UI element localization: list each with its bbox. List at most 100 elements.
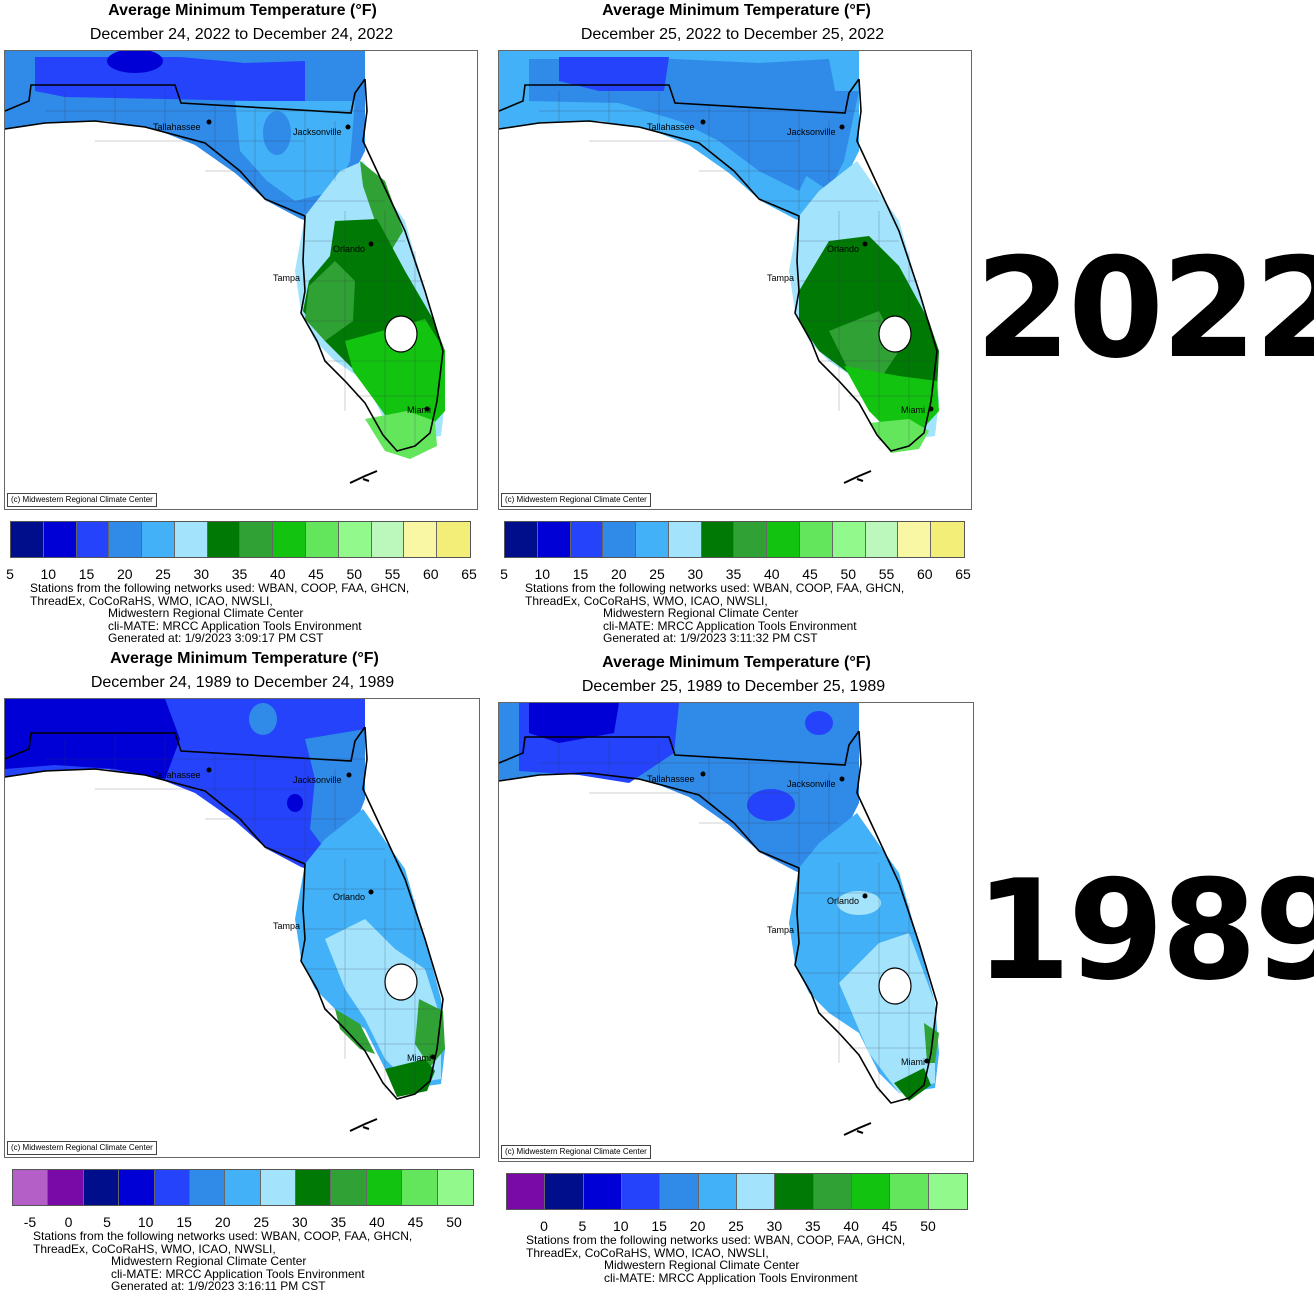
legend-swatch (338, 522, 372, 557)
legend-tick-label: 35 (330, 1214, 347, 1230)
city-markers: Tallahassee Jacksonville Orlando Tampa M… (647, 771, 930, 1067)
panel-dec24-1989: Average Minimum Temperature (°F) Decembe… (0, 648, 485, 1292)
legend-swatch (505, 522, 538, 557)
year-label-1989: 1989 (975, 850, 1314, 1011)
lake-okeechobee (384, 963, 418, 1001)
footer-line: cli-MATE: MRCC Application Tools Environ… (603, 618, 857, 633)
legend-swatch (668, 522, 702, 557)
county-lines (45, 735, 441, 1094)
city-label: Miami (407, 1053, 431, 1063)
legend-swatch (701, 522, 735, 557)
city-label: Tampa (273, 273, 300, 283)
florida-map: Tallahassee Jacksonville Orlando Tampa M… (498, 50, 972, 510)
florida-map: Tallahassee Jacksonville Orlando Tampa M… (4, 698, 480, 1158)
legend-swatch (366, 1170, 403, 1205)
footer-line: cli-MATE: MRCC Application Tools Environ… (604, 1270, 858, 1285)
legend-swatch (109, 522, 143, 557)
legend-swatch (865, 522, 899, 557)
city-label: Tallahassee (647, 122, 695, 132)
footer-line: Generated at: 1/9/2023 3:09:17 PM CST (108, 631, 324, 645)
temperature-contours (5, 699, 445, 1097)
legend-tick-label: 60 (422, 566, 439, 582)
florida-keys (349, 470, 378, 484)
color-legend (10, 521, 471, 558)
legend-ticks: -5 0 5 10 15 20 25 30 35 40 45 50 (24, 1214, 462, 1230)
legend-swatch (800, 522, 833, 557)
lake-okeechobee (384, 315, 418, 353)
footer-line: Midwestern Regional Climate Center (604, 1258, 800, 1272)
legend-tick-label: 50 (346, 566, 363, 582)
footer-line: ThreadEx, CoCoRaHS, WMO, ICAO, NWSLI, (526, 1245, 769, 1260)
copyright-label: (c) Midwestern Regional Climate Center (501, 1145, 651, 1159)
city-label: Tallahassee (647, 774, 695, 784)
legend-swatch (583, 1174, 622, 1209)
legend-swatch (371, 522, 405, 557)
legend-tick-label: 50 (840, 566, 857, 582)
legend-tick-label: 35 (725, 566, 742, 582)
footer-text: Stations from the following networks use… (30, 582, 409, 645)
legend-swatch (507, 1174, 546, 1209)
legend-swatch (890, 1174, 929, 1209)
footer-line: cli-MATE: MRCC Application Tools Environ… (108, 618, 362, 633)
florida-map: Tallahassee Jacksonville Orlando Tampa M… (4, 50, 478, 510)
legend-swatch (545, 1174, 584, 1209)
footer-line: ThreadEx, CoCoRaHS, WMO, ICAO, NWSLI, (525, 593, 768, 608)
footer-line: Midwestern Regional Climate Center (603, 606, 799, 620)
legend-tick-label: 40 (369, 1214, 385, 1230)
legend-tick-label: 45 (308, 566, 324, 582)
footer-text: Stations from the following networks use… (525, 582, 904, 645)
legend-tick-label: 15 (651, 1218, 667, 1234)
panel-title: Average Minimum Temperature (°F) (108, 2, 377, 19)
legend-swatch (437, 1170, 473, 1205)
lake-okeechobee (878, 315, 912, 353)
legend-ticks: 5 10 15 20 25 30 35 40 45 50 55 60 65 (500, 566, 971, 582)
legend-swatch (306, 522, 339, 557)
legend-tick-label: 20 (214, 1214, 231, 1230)
legend-tick-label: 35 (231, 566, 248, 582)
legend-tick-label: 55 (878, 566, 895, 582)
legend-tick-label: 0 (64, 1214, 73, 1230)
legend-tick-label: 30 (193, 566, 210, 582)
footer-line: Generated at: 1/9/2023 3:11:32 PM CST (603, 631, 818, 645)
legend-swatch (207, 522, 241, 557)
legend-tick-label: 15 (572, 566, 589, 582)
legend-ticks: 0 5 10 15 20 25 30 35 40 45 50 (540, 1218, 936, 1234)
panel-title: Average Minimum Temperature (°F) (602, 654, 871, 671)
florida-keys (843, 470, 872, 484)
copyright-label: (c) Midwestern Regional Climate Center (7, 493, 157, 507)
city-label: Orlando (333, 892, 365, 902)
city-label: Tampa (767, 273, 794, 283)
legend-tick-label: 40 (843, 1218, 859, 1234)
legend-swatch (736, 1174, 776, 1209)
legend-tick-label: 25 (253, 1214, 270, 1230)
legend-swatch (13, 1170, 49, 1205)
legend-swatch (142, 522, 175, 557)
city-label: Jacksonville (787, 779, 836, 789)
footer-text: Stations from the following networks use… (526, 1234, 905, 1284)
state-boundaries (5, 726, 444, 1100)
legend-tick-label: 5 (578, 1218, 587, 1234)
footer-line: ThreadEx, CoCoRaHS, WMO, ICAO, NWSLI, (30, 593, 273, 608)
legend-swatch (928, 1174, 967, 1209)
legend-tick-label: 30 (687, 566, 704, 582)
city-label: Orlando (827, 896, 859, 906)
county-lines (45, 87, 441, 446)
legend-swatch (404, 522, 438, 557)
legend-swatch (437, 522, 470, 557)
footer-line: Midwestern Regional Climate Center (111, 1254, 307, 1268)
city-label: Tallahassee (153, 122, 201, 132)
florida-keys (843, 1122, 872, 1136)
legend-tick-label: 20 (116, 566, 133, 582)
year-label-2022: 2022 (975, 228, 1314, 389)
legend-tick-label: 35 (805, 1218, 821, 1234)
temperature-contours (5, 51, 445, 459)
temperature-map-svg: Tallahassee Jacksonville Orlando Tampa M… (5, 699, 445, 1132)
county-lines (539, 87, 935, 446)
city-label: Jacksonville (293, 775, 342, 785)
legend-tick-label: 50 (920, 1218, 936, 1234)
legend-swatch (76, 522, 110, 557)
panel-dec25-2022: Average Minimum Temperature (°F) Decembe… (494, 0, 979, 650)
legend-tick-label: 5 (6, 566, 14, 582)
color-legend (506, 1173, 968, 1210)
footer-line: Stations from the following networks use… (33, 1229, 413, 1243)
